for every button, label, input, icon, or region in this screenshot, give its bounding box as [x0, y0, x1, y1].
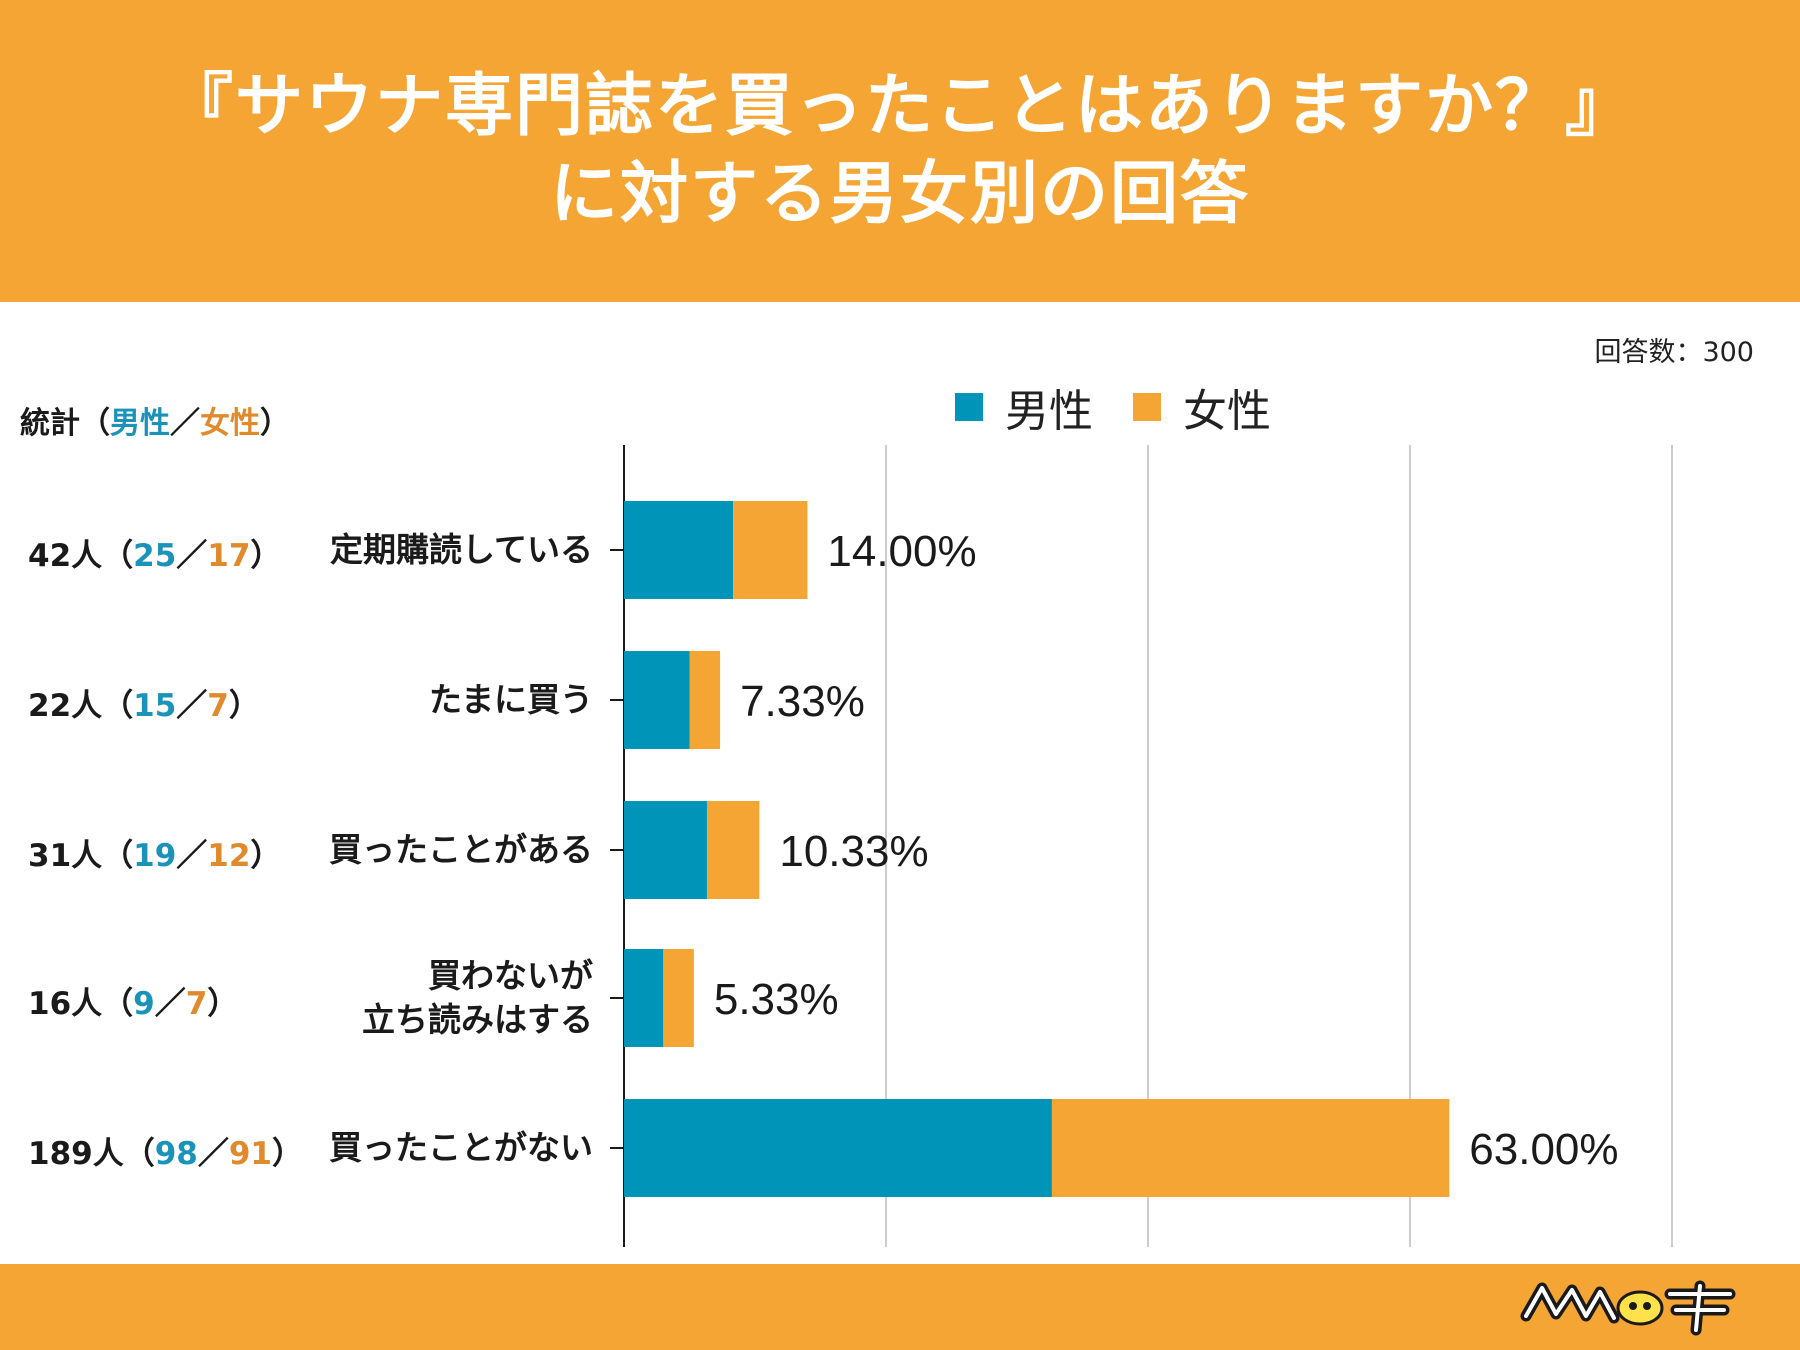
stat-sep: ／ — [197, 1136, 229, 1172]
stat-total: 42 — [28, 538, 72, 574]
stat-close: ） — [207, 986, 239, 1022]
category-label: 買わないが立ち読みはする — [362, 954, 593, 1042]
stat-male: 98 — [154, 1136, 198, 1172]
category-label: たまに買う — [429, 678, 593, 722]
data-label-percent: 7.33% — [740, 677, 865, 726]
category-label-line: 買ったことがない — [329, 1128, 593, 1167]
legend-swatch-male — [955, 393, 983, 421]
bar-male — [624, 651, 690, 749]
stat-total: 31 — [28, 838, 72, 874]
data-label-percent: 14.00% — [827, 527, 976, 576]
legend: 男性 女性 — [955, 375, 1311, 439]
stat-open: （ — [102, 538, 134, 574]
stat-female: 7 — [207, 688, 229, 724]
category-label: 定期購読している — [330, 528, 593, 572]
stat-unit: 人 — [71, 838, 103, 874]
stat-female: 7 — [185, 986, 208, 1022]
stat-open: （ — [102, 688, 134, 724]
stat-total: 22 — [28, 688, 72, 724]
legend-swatch-female — [1133, 393, 1161, 421]
stat-female: 17 — [207, 538, 251, 574]
title-line-1: 『サウナ専門誌を買ったことはありますか？』 — [164, 67, 1635, 146]
bar-female — [1051, 1099, 1450, 1197]
bar-female — [733, 501, 808, 599]
stat-close: ） — [250, 538, 282, 574]
category-label: 買ったことがある — [329, 828, 593, 872]
stats-header-male: 男性 — [110, 406, 170, 441]
stat-close: ） — [228, 688, 260, 724]
stat-sep: ／ — [154, 986, 186, 1022]
stat-male: 25 — [133, 538, 177, 574]
bar-male — [624, 501, 734, 599]
bar-male — [624, 1099, 1052, 1197]
stat-unit: 人 — [92, 1136, 124, 1172]
category-stat: 22人（15／7） — [28, 680, 260, 725]
data-label-percent: 5.33% — [714, 975, 839, 1024]
stat-open: （ — [102, 838, 134, 874]
category-stat: 31人（19／12） — [28, 830, 281, 875]
stats-header-suffix: ） — [260, 406, 290, 441]
stat-sep: ／ — [176, 538, 208, 574]
stat-total: 16 — [28, 986, 72, 1022]
stat-open: （ — [102, 986, 134, 1022]
category-label-line: たまに買う — [428, 680, 593, 719]
stacked-bar-chart: 14.00% 7.33% 10.33% 5.33% 63.00% — [610, 445, 1673, 1247]
stat-male: 15 — [133, 688, 177, 724]
title-banner: 『サウナ専門誌を買ったことはありますか？』 に対する男女別の回答 — [0, 0, 1800, 302]
sauna-logo — [1520, 1280, 1736, 1336]
category-label-line: 買ったことがある — [329, 830, 593, 869]
stat-male: 9 — [133, 986, 155, 1022]
stat-close: ） — [272, 1136, 303, 1172]
title-line-2: に対する男女別の回答 — [549, 155, 1250, 234]
category-stat: 189人（98／91） — [28, 1128, 303, 1173]
legend-item-female: 女性 — [1133, 375, 1271, 439]
legend-item-male: 男性 — [955, 375, 1093, 439]
stats-header: 統計（男性／女性） — [20, 398, 290, 442]
stat-open: （ — [123, 1136, 155, 1172]
category-label-line: 立ち読みはする — [362, 1000, 593, 1039]
category-stat: 16人（9／7） — [28, 978, 238, 1023]
respondent-count: 回答数：300 — [1594, 337, 1754, 368]
category-label: 買ったことがない — [329, 1126, 593, 1170]
stat-female: 12 — [207, 838, 251, 874]
stats-header-prefix: 統計（ — [20, 406, 110, 441]
stat-sep: ／ — [176, 838, 208, 874]
category-stat: 42人（25／17） — [28, 530, 281, 575]
stat-sep: ／ — [176, 688, 208, 724]
legend-label-female: 女性 — [1183, 386, 1271, 437]
category-label-line: 定期購読している — [329, 530, 593, 569]
stat-female: 91 — [228, 1136, 272, 1172]
stat-total: 189 — [28, 1136, 93, 1172]
stat-male: 19 — [133, 838, 177, 874]
footer-band — [0, 1264, 1800, 1350]
stat-unit: 人 — [71, 538, 103, 574]
bar-female — [663, 949, 694, 1047]
bar-male — [624, 801, 707, 899]
legend-label-male: 男性 — [1005, 386, 1093, 437]
stats-header-sep: ／ — [170, 406, 200, 441]
data-label-percent: 10.33% — [779, 827, 928, 876]
data-label-percent: 63.00% — [1469, 1125, 1618, 1174]
bar-female — [706, 801, 760, 899]
bar-male — [624, 949, 664, 1047]
stats-header-female: 女性 — [200, 406, 260, 441]
stat-unit: 人 — [71, 688, 103, 724]
bar-female — [689, 651, 721, 749]
stat-close: ） — [250, 838, 282, 874]
category-label-line: 買わないが — [428, 956, 593, 995]
stat-unit: 人 — [71, 986, 103, 1022]
logo-mark — [1520, 1280, 1736, 1336]
